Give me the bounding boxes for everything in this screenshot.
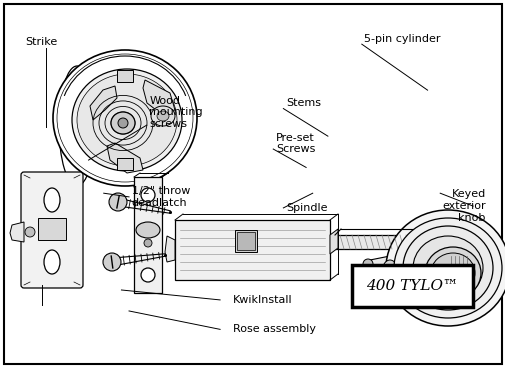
Bar bbox=[351, 265, 472, 307]
Ellipse shape bbox=[111, 112, 135, 134]
Text: Stems: Stems bbox=[285, 98, 320, 108]
Polygon shape bbox=[385, 235, 442, 278]
Bar bbox=[175, 220, 329, 280]
Text: 5-pin cylinder: 5-pin cylinder bbox=[364, 33, 440, 44]
Ellipse shape bbox=[430, 253, 474, 293]
Ellipse shape bbox=[25, 227, 35, 237]
Polygon shape bbox=[90, 86, 117, 120]
Bar bbox=[38, 218, 66, 240]
FancyBboxPatch shape bbox=[21, 172, 83, 288]
Bar bbox=[117, 158, 133, 170]
Circle shape bbox=[464, 269, 469, 275]
Ellipse shape bbox=[393, 218, 501, 318]
Text: Keyed
exterior
knob: Keyed exterior knob bbox=[441, 190, 485, 223]
Polygon shape bbox=[165, 236, 175, 262]
Bar bbox=[448, 266, 458, 282]
Bar bbox=[134, 177, 162, 293]
Circle shape bbox=[460, 269, 465, 275]
Text: KwikInstall: KwikInstall bbox=[232, 295, 292, 305]
Circle shape bbox=[109, 193, 127, 211]
Circle shape bbox=[362, 259, 372, 269]
Text: Pre-set
Screws: Pre-set Screws bbox=[275, 133, 315, 154]
Polygon shape bbox=[107, 143, 143, 173]
Circle shape bbox=[103, 253, 121, 271]
Text: Wood
mounting
screws: Wood mounting screws bbox=[149, 96, 203, 129]
Circle shape bbox=[456, 269, 461, 275]
Ellipse shape bbox=[77, 74, 177, 166]
Ellipse shape bbox=[385, 210, 505, 326]
Circle shape bbox=[451, 269, 457, 275]
Text: Spindle: Spindle bbox=[285, 203, 327, 213]
Ellipse shape bbox=[424, 247, 480, 299]
Ellipse shape bbox=[44, 188, 60, 212]
Circle shape bbox=[141, 188, 155, 202]
Polygon shape bbox=[143, 80, 175, 113]
Bar bbox=[334, 235, 434, 249]
Bar bbox=[236, 232, 255, 250]
Ellipse shape bbox=[57, 54, 192, 182]
Text: Strike: Strike bbox=[25, 37, 58, 47]
Bar bbox=[234, 230, 257, 252]
Polygon shape bbox=[329, 229, 337, 254]
Ellipse shape bbox=[381, 260, 397, 284]
Ellipse shape bbox=[53, 50, 196, 186]
Polygon shape bbox=[359, 255, 419, 292]
Ellipse shape bbox=[72, 69, 182, 171]
Ellipse shape bbox=[59, 66, 95, 186]
Bar bbox=[117, 70, 133, 82]
Circle shape bbox=[407, 259, 417, 269]
Ellipse shape bbox=[150, 106, 175, 126]
Ellipse shape bbox=[44, 250, 60, 274]
Ellipse shape bbox=[157, 111, 169, 121]
Ellipse shape bbox=[402, 226, 492, 310]
Circle shape bbox=[144, 239, 152, 247]
Ellipse shape bbox=[136, 222, 160, 238]
Circle shape bbox=[118, 118, 128, 128]
Text: 1/2" throw
deadlatch: 1/2" throw deadlatch bbox=[131, 186, 189, 208]
Circle shape bbox=[447, 269, 452, 275]
Polygon shape bbox=[10, 222, 24, 242]
Text: 400 TYLO™: 400 TYLO™ bbox=[366, 279, 458, 293]
Ellipse shape bbox=[412, 236, 482, 300]
Circle shape bbox=[141, 268, 155, 282]
Text: Rose assembly: Rose assembly bbox=[232, 324, 315, 335]
